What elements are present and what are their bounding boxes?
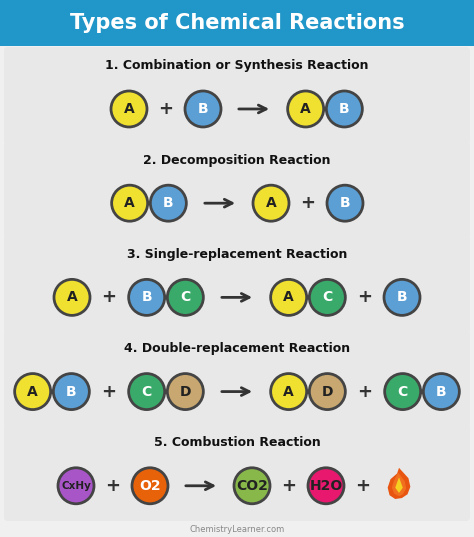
FancyBboxPatch shape: [4, 424, 470, 521]
Circle shape: [288, 91, 324, 127]
Text: Types of Chemical Reactions: Types of Chemical Reactions: [70, 13, 404, 33]
Text: A: A: [283, 384, 294, 398]
Text: A: A: [283, 291, 294, 304]
Text: B: B: [198, 102, 208, 116]
FancyBboxPatch shape: [4, 330, 470, 427]
Text: C: C: [322, 291, 332, 304]
Text: B: B: [163, 196, 173, 210]
Text: C: C: [180, 291, 191, 304]
FancyBboxPatch shape: [4, 141, 470, 238]
Text: +: +: [357, 382, 373, 401]
Circle shape: [185, 91, 221, 127]
Text: B: B: [397, 291, 407, 304]
Text: C: C: [398, 384, 408, 398]
Text: D: D: [180, 384, 191, 398]
Text: +: +: [357, 288, 373, 307]
Circle shape: [310, 279, 346, 315]
Circle shape: [111, 91, 147, 127]
Circle shape: [327, 91, 362, 127]
Text: B: B: [339, 102, 350, 116]
Circle shape: [112, 185, 147, 221]
Circle shape: [384, 279, 420, 315]
Text: A: A: [300, 102, 311, 116]
Text: D: D: [321, 384, 333, 398]
Text: 1. Combination or Synthesis Reaction: 1. Combination or Synthesis Reaction: [105, 60, 369, 72]
Text: CO2: CO2: [236, 479, 268, 493]
Circle shape: [54, 374, 90, 410]
Text: 5. Combustion Reaction: 5. Combustion Reaction: [154, 436, 320, 449]
Circle shape: [308, 468, 344, 504]
Circle shape: [310, 374, 346, 410]
Text: 4. Double-replacement Reaction: 4. Double-replacement Reaction: [124, 342, 350, 355]
Circle shape: [253, 185, 289, 221]
Text: +: +: [282, 477, 297, 495]
Circle shape: [167, 374, 203, 410]
Text: A: A: [27, 384, 38, 398]
Text: A: A: [67, 291, 77, 304]
Circle shape: [128, 374, 164, 410]
Circle shape: [150, 185, 186, 221]
Text: ChemistryLearner.com: ChemistryLearner.com: [190, 525, 284, 533]
Text: C: C: [142, 384, 152, 398]
Circle shape: [54, 279, 90, 315]
Text: +: +: [158, 100, 173, 118]
Circle shape: [271, 279, 307, 315]
Polygon shape: [395, 477, 403, 493]
FancyBboxPatch shape: [0, 0, 474, 46]
Circle shape: [132, 468, 168, 504]
Circle shape: [327, 185, 363, 221]
Text: B: B: [66, 384, 77, 398]
Circle shape: [234, 468, 270, 504]
Polygon shape: [388, 468, 410, 499]
Polygon shape: [392, 473, 406, 496]
Text: A: A: [124, 196, 135, 210]
Text: +: +: [301, 194, 316, 212]
Text: H2O: H2O: [310, 479, 343, 493]
Text: 3. Single-replacement Reaction: 3. Single-replacement Reaction: [127, 248, 347, 261]
Text: 2. Decomposition Reaction: 2. Decomposition Reaction: [143, 154, 331, 166]
Text: CxHy: CxHy: [61, 481, 91, 491]
FancyBboxPatch shape: [4, 235, 470, 332]
Text: O2: O2: [139, 479, 161, 493]
Circle shape: [15, 374, 51, 410]
FancyBboxPatch shape: [4, 47, 470, 144]
Text: B: B: [340, 196, 350, 210]
Circle shape: [271, 374, 307, 410]
Text: B: B: [436, 384, 447, 398]
Text: +: +: [106, 477, 120, 495]
Circle shape: [128, 279, 164, 315]
Text: A: A: [124, 102, 134, 116]
Text: +: +: [101, 288, 117, 307]
Circle shape: [423, 374, 459, 410]
Text: B: B: [141, 291, 152, 304]
Text: +: +: [356, 477, 371, 495]
Circle shape: [58, 468, 94, 504]
Text: A: A: [265, 196, 276, 210]
Text: +: +: [101, 382, 117, 401]
Circle shape: [384, 374, 420, 410]
Circle shape: [167, 279, 203, 315]
